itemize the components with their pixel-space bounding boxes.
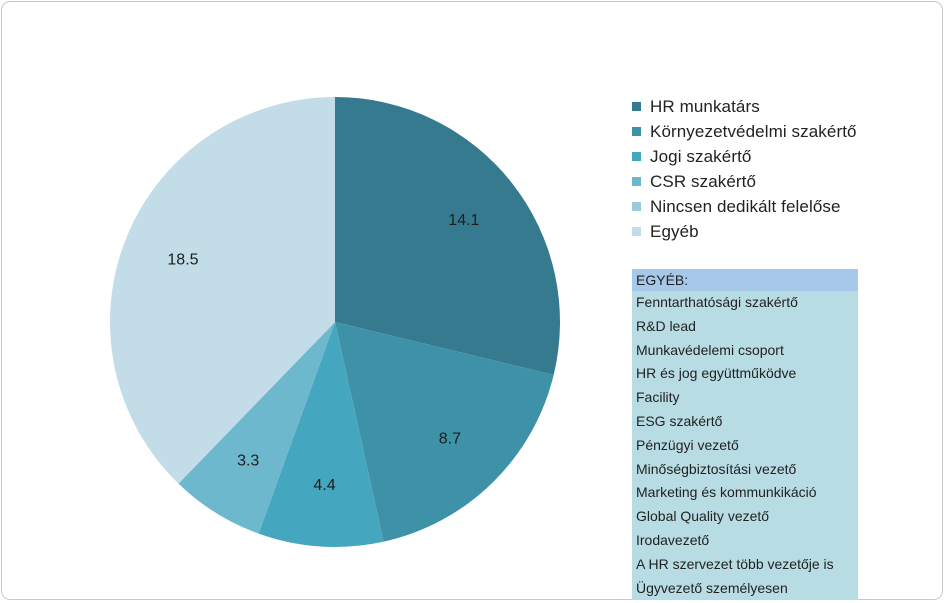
legend: HR munkatárs Környezetvédelmi szakértő J… <box>632 94 932 244</box>
legend-item-no-owner: Nincsen dedikált felelőse <box>632 194 932 219</box>
other-item: Global Quality vezető <box>636 508 770 525</box>
legend-swatch-csr <box>632 177 641 186</box>
legend-swatch-no-owner <box>632 202 641 211</box>
legend-swatch-environment <box>632 127 641 136</box>
legend-swatch-hr <box>632 102 641 111</box>
legend-swatch-other <box>632 227 641 236</box>
legend-label-no-owner: Nincsen dedikált felelőse <box>650 196 841 216</box>
legend-label-other: Egyéb <box>650 221 699 241</box>
other-item: Pénzügyi vezető <box>636 436 739 453</box>
other-item: HR és jog együttműködve <box>636 365 797 382</box>
legend-swatch-legal <box>632 152 641 161</box>
other-item: Ügyvezető személyesen <box>636 579 788 596</box>
other-item: Marketing és kommunkikáció <box>636 484 817 501</box>
legend-item-csr: CSR szakértő <box>632 169 932 194</box>
pie-data-label-5: 18.5 <box>167 252 198 269</box>
other-item: Facility <box>636 389 680 406</box>
other-item: Munkavédelemi csoport <box>636 341 784 358</box>
pie-slice-2 <box>258 322 384 547</box>
legend-item-other: Egyéb <box>632 219 932 244</box>
other-item: R&D lead <box>636 317 696 334</box>
legend-label-legal: Jogi szakértő <box>650 146 752 166</box>
pie-data-label-0: 14.1 <box>448 212 479 229</box>
pie-data-label-3: 3.3 <box>237 452 259 469</box>
pie-data-label-2: 4.4 <box>313 477 335 494</box>
other-details-box: EGYÉB: Fenntarthatósági szakértő R&D lea… <box>632 269 858 600</box>
legend-label-csr: CSR szakértő <box>650 171 757 191</box>
legend-label-environment: Környezetvédelmi szakértő <box>650 121 857 141</box>
other-item: ESG szakértő <box>636 412 723 429</box>
legend-item-environment: Környezetvédelmi szakértő <box>632 119 932 144</box>
other-details-list: Fenntarthatósági szakértő R&D lead Munka… <box>632 291 858 600</box>
legend-item-legal: Jogi szakértő <box>632 144 932 169</box>
legend-label-hr: HR munkatárs <box>650 96 760 116</box>
other-item: Fenntarthatósági szakértő <box>636 294 798 310</box>
other-item: Minőségbiztosítási vezető <box>636 460 797 477</box>
other-details-header: EGYÉB: <box>632 269 858 291</box>
pie-slice-0 <box>335 97 560 375</box>
pie-data-label-1: 8.7 <box>439 430 461 447</box>
pie-slice-5 <box>109 97 335 484</box>
legend-item-hr: HR munkatárs <box>632 94 932 119</box>
other-item: Irodavezető <box>636 531 710 548</box>
other-item: A HR szervezet több vezetője is <box>636 555 834 572</box>
pie-slice-3 <box>178 322 335 534</box>
pie-slice-1 <box>335 322 554 542</box>
